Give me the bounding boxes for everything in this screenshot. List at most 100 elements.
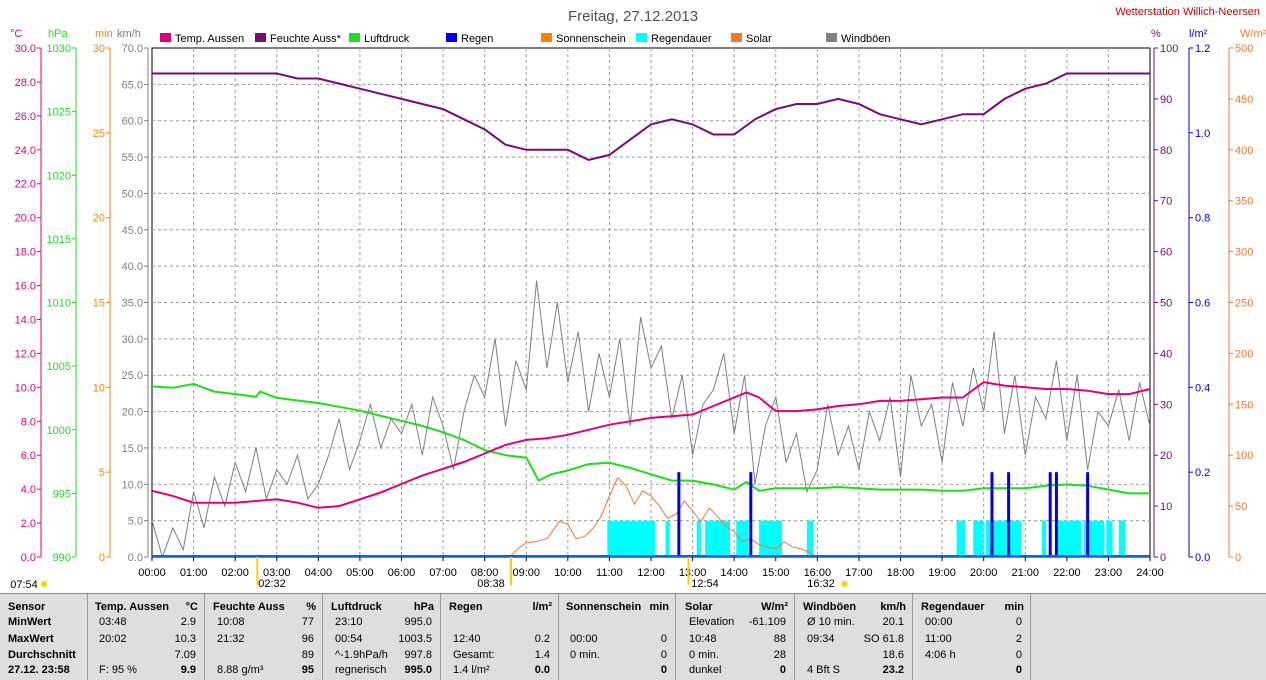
wind-tick-label: 20.0 (122, 407, 143, 419)
sunshine-tick-label: 20 (93, 213, 105, 225)
stats-cell-label: 0 min. (689, 649, 719, 661)
sunshine-tick-label: 10 (93, 382, 105, 394)
x-tick-label: 13:00 (679, 567, 707, 579)
x-tick-label: 04:00 (305, 567, 333, 579)
stats-column-title: Regen (449, 601, 483, 613)
humidity-tick-label: 100 (1160, 43, 1178, 55)
stats-column-title: Sonnenschein (566, 601, 642, 613)
x-tick-label: 05:00 (346, 567, 374, 579)
rain-duration-bar (1041, 520, 1047, 557)
humidity-tick-label: 30 (1160, 399, 1172, 411)
rain-duration-bar (665, 520, 670, 557)
solar-tick-label: 350 (1235, 196, 1253, 208)
stats-cell-value: SO 61.8 (863, 633, 904, 645)
sunrise-icon (41, 581, 47, 587)
x-tick-label: 24:00 (1136, 567, 1164, 579)
stats-cell-label: 00:54 (335, 633, 363, 645)
temp-tick-label: 12.0 (15, 348, 36, 360)
stats-cell-value: 20.1 (882, 616, 904, 628)
stats-cell-value: 0 (660, 633, 667, 645)
rain-bar (749, 472, 753, 557)
pressure-tick-label: 1020 (47, 170, 71, 182)
temp-tick-label: 24.0 (15, 145, 36, 157)
pressure-tick-label: 1015 (47, 234, 71, 246)
wind-tick-label: 65.0 (122, 79, 143, 91)
sunshine-tick-label: 5 (99, 467, 105, 479)
x-tick-label: 09:00 (512, 567, 540, 579)
rain-duration-bar (1106, 520, 1113, 557)
solar-tick-label: 100 (1235, 450, 1253, 462)
stats-cell-value: 89 (301, 649, 314, 661)
chart-title: Freitag, 27.12.2013 (568, 8, 698, 25)
temp-tick-label: 16.0 (15, 281, 36, 293)
temp-tick-label: 26.0 (15, 111, 36, 123)
stats-cell-label: 03:48 (99, 616, 127, 628)
solar-axis-unit: W/m² (1240, 28, 1266, 40)
stats-cell-value: 997.8 (404, 649, 432, 661)
stats-cell-value: 0.2 (534, 633, 550, 645)
sunshine-tick-label: 15 (93, 298, 105, 310)
legend-label: Temp. Aussen (175, 33, 244, 45)
x-tick-label: 01:00 (180, 567, 208, 579)
series-line (151, 381, 1151, 509)
event-marker-label: 12:54 (691, 578, 719, 590)
pressure-tick-label: 1010 (47, 298, 71, 310)
solar-tick-label: 450 (1235, 94, 1253, 106)
stats-cell-value: 28 (773, 649, 786, 661)
row-label-sensor: Sensor (8, 601, 46, 613)
x-tick-label: 15:00 (762, 567, 790, 579)
x-tick-label: 19:00 (928, 567, 956, 579)
humidity-tick-label: 0 (1160, 552, 1166, 564)
rain-duration-bar (705, 520, 731, 557)
x-tick-label: 23:00 (1095, 567, 1123, 579)
stats-cell-label: Ø 10 min. (807, 616, 855, 628)
stats-column-unit: W/m² (761, 601, 788, 613)
legend-label: Luftdruck (364, 33, 410, 45)
temp-tick-label: 28.0 (15, 77, 36, 89)
rain-bar (1007, 472, 1011, 557)
pressure-tick-label: 1030 (47, 43, 71, 55)
rain-duration-bar (973, 520, 984, 557)
legend-swatch (541, 33, 552, 42)
humidity-tick-label: 60 (1160, 247, 1172, 259)
rain-duration-bar (607, 520, 656, 557)
stats-column-title: Feuchte Auss (213, 601, 285, 613)
stats-cell-value: 0 (1015, 664, 1022, 676)
stats-cell-label: Gesamt: (453, 649, 495, 661)
stats-column-unit: °C (185, 601, 198, 613)
solar-tick-label: 50 (1235, 501, 1247, 513)
rain-tick-label: 1.0 (1195, 128, 1210, 140)
grid (152, 48, 1150, 557)
temp-tick-label: 10.0 (15, 382, 36, 394)
pressure-tick-label: 990 (53, 552, 71, 564)
humidity-tick-label: 10 (1160, 501, 1172, 513)
row-label-current: 27.12. 23:58 (8, 664, 70, 676)
legend-swatch (446, 33, 457, 42)
legend-label: Sonnenschein (556, 33, 626, 45)
temp-tick-label: 8.0 (21, 416, 36, 428)
wind-tick-label: 30.0 (122, 334, 143, 346)
solar-tick-label: 500 (1235, 43, 1253, 55)
legend-swatch (636, 33, 647, 42)
stats-column-unit: min (1004, 601, 1024, 613)
stats-cell-label: 09:34 (807, 633, 835, 645)
stats-column: Sonnenschein min 00:00 0 0 min. 0 0 (558, 594, 676, 680)
stats-cell-label: 8.88 g/m³ (217, 664, 264, 676)
stats-cell-label: 4:06 h (925, 649, 956, 661)
x-tick-label: 06:00 (388, 567, 416, 579)
stats-cell-value: 7.09 (174, 649, 196, 661)
wind-tick-label: 0.0 (128, 552, 143, 564)
stats-cell-label: 0 min. (570, 649, 600, 661)
legend-swatch (731, 33, 742, 42)
stats-cell-label: 4 Bft S (807, 664, 841, 676)
stats-cell-value: 18.6 (882, 649, 904, 661)
rain-duration-bar (1118, 520, 1126, 557)
stats-cell-value: 0 (660, 649, 667, 661)
wind-axis-unit: km/h (117, 28, 141, 40)
stats-cell-label: dunkel (689, 664, 722, 676)
x-tick-label: 03:00 (263, 567, 291, 579)
rain-duration-bar (956, 520, 965, 557)
stats-cell-value: 77 (301, 616, 314, 628)
stats-cell-value: 0.0 (534, 664, 550, 676)
x-tick-label: 02:00 (221, 567, 249, 579)
